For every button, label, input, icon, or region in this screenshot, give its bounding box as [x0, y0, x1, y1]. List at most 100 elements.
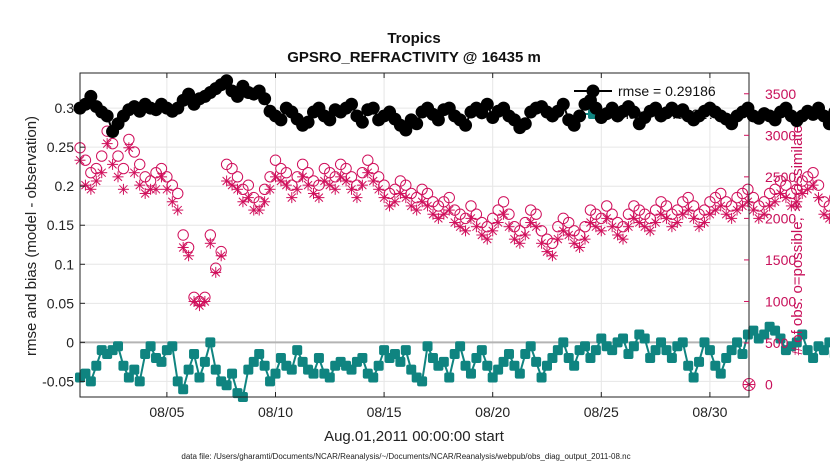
star-stroke-diag-b	[205, 238, 215, 248]
star-stroke-diag-b	[140, 189, 150, 198]
bias-point	[509, 360, 520, 371]
bias-series	[75, 321, 830, 402]
obs-assimilated-point	[449, 217, 461, 229]
star-stroke-diag-b	[167, 197, 177, 207]
rmse-point	[518, 117, 532, 131]
rmse-point	[366, 101, 380, 115]
star-stroke-diag-b	[727, 214, 736, 223]
obs-assimilated-point	[650, 217, 662, 229]
obs-assimilated-point	[758, 208, 770, 220]
star-stroke-diag-b	[417, 197, 427, 207]
star-stroke-diag-b	[765, 201, 774, 211]
bias-point	[156, 356, 167, 367]
star-stroke-diag-b	[602, 214, 612, 223]
obs-possible-point	[177, 229, 189, 241]
star-stroke-diag-b	[309, 189, 318, 198]
star-stroke-diag-b	[634, 218, 644, 227]
star-stroke-diag-b	[700, 218, 709, 227]
star-stroke-diag-b	[591, 222, 601, 232]
obs-possible-point	[807, 166, 819, 179]
star-stroke-diag-b	[162, 184, 172, 194]
star-stroke-diag-b	[455, 222, 465, 232]
bias-point	[292, 345, 303, 356]
bias-point	[172, 376, 183, 387]
obs-assimilated-point	[465, 212, 477, 224]
x-tick-label: 08/30	[692, 404, 727, 420]
obs-assimilated-point	[519, 229, 531, 241]
chart-title: Tropics	[387, 30, 440, 47]
bias-point	[482, 360, 493, 371]
star-stroke-diag-b	[396, 189, 405, 198]
star-stroke-diag-b	[173, 205, 183, 215]
star-stroke-diag-b	[504, 222, 514, 232]
star-stroke-diag-b	[135, 180, 145, 190]
bias-point	[721, 352, 732, 363]
bias-point	[449, 349, 460, 360]
star-stroke-diag-b	[738, 201, 747, 211]
bias-point	[661, 345, 672, 356]
obs-assimilated-point	[617, 233, 629, 245]
obs-assimilated-point	[606, 221, 618, 233]
bias-point	[297, 356, 308, 367]
y-tick-label: 0	[66, 334, 74, 350]
bias-point	[618, 333, 629, 344]
bias-point	[460, 360, 471, 371]
bias-point	[243, 364, 254, 375]
star-stroke-diag-b	[260, 197, 269, 207]
bias-point	[265, 376, 276, 387]
obs-assimilated-point	[644, 225, 656, 237]
star-stroke-diag-b	[624, 222, 633, 232]
bias-point	[346, 364, 357, 375]
obs-assimilated-point	[340, 175, 352, 187]
star-stroke-diag-b	[401, 193, 411, 202]
bias-point	[379, 345, 390, 356]
obs-assimilated-point	[780, 192, 792, 204]
star-stroke-diag-b	[374, 184, 384, 194]
obs-assimilated-point	[530, 221, 542, 233]
star-stroke-diag-b	[748, 205, 758, 215]
bias-point	[140, 349, 151, 360]
bias-point	[775, 333, 786, 344]
bias-point	[455, 341, 466, 352]
bias-point	[748, 325, 759, 336]
x-tick-label: 08/05	[149, 404, 184, 420]
obs-assimilated-point	[514, 237, 526, 249]
rmse-series	[73, 74, 830, 139]
obs-assimilated-point	[574, 241, 586, 253]
obs-possible-point	[362, 154, 374, 166]
bias-point	[444, 372, 455, 383]
y2-tick-label: 0	[765, 377, 773, 393]
star-stroke-diag-b	[320, 176, 329, 186]
y2-tick-label: 3500	[765, 86, 796, 102]
star-stroke-diag-b	[439, 209, 449, 219]
star-stroke-diag-b	[580, 234, 590, 244]
bias-point	[286, 364, 297, 375]
star-stroke-diag-b	[743, 197, 753, 207]
bias-point	[85, 376, 96, 387]
rmse-point	[399, 123, 413, 137]
star-stroke-diag-b	[412, 205, 422, 215]
star-stroke-diag-b	[184, 251, 193, 261]
star-stroke-diag-b	[797, 189, 807, 198]
rmse-point	[345, 97, 359, 111]
bias-point	[699, 337, 710, 348]
obs-assimilated-point	[503, 221, 515, 233]
bias-point	[254, 349, 265, 360]
star-stroke-diag-b	[314, 193, 324, 202]
bias-point	[194, 372, 205, 383]
star-stroke-diag-b	[434, 214, 443, 223]
star-stroke-diag-b	[488, 226, 498, 236]
bias-point	[476, 345, 487, 356]
bias-point	[189, 349, 200, 360]
rmse-point	[627, 105, 641, 119]
obs-assimilated-point	[264, 183, 276, 195]
star-stroke-diag-b	[662, 214, 671, 223]
y-tick-label: 0.05	[47, 295, 74, 311]
obs-assimilated-point	[720, 208, 732, 220]
obs-possible-point	[421, 187, 434, 200]
star-stroke-diag-b	[808, 180, 818, 190]
bias-point	[113, 341, 124, 352]
bias-point	[580, 341, 591, 352]
obs-possible-point	[465, 200, 477, 212]
star-stroke-diag-b	[444, 205, 454, 215]
